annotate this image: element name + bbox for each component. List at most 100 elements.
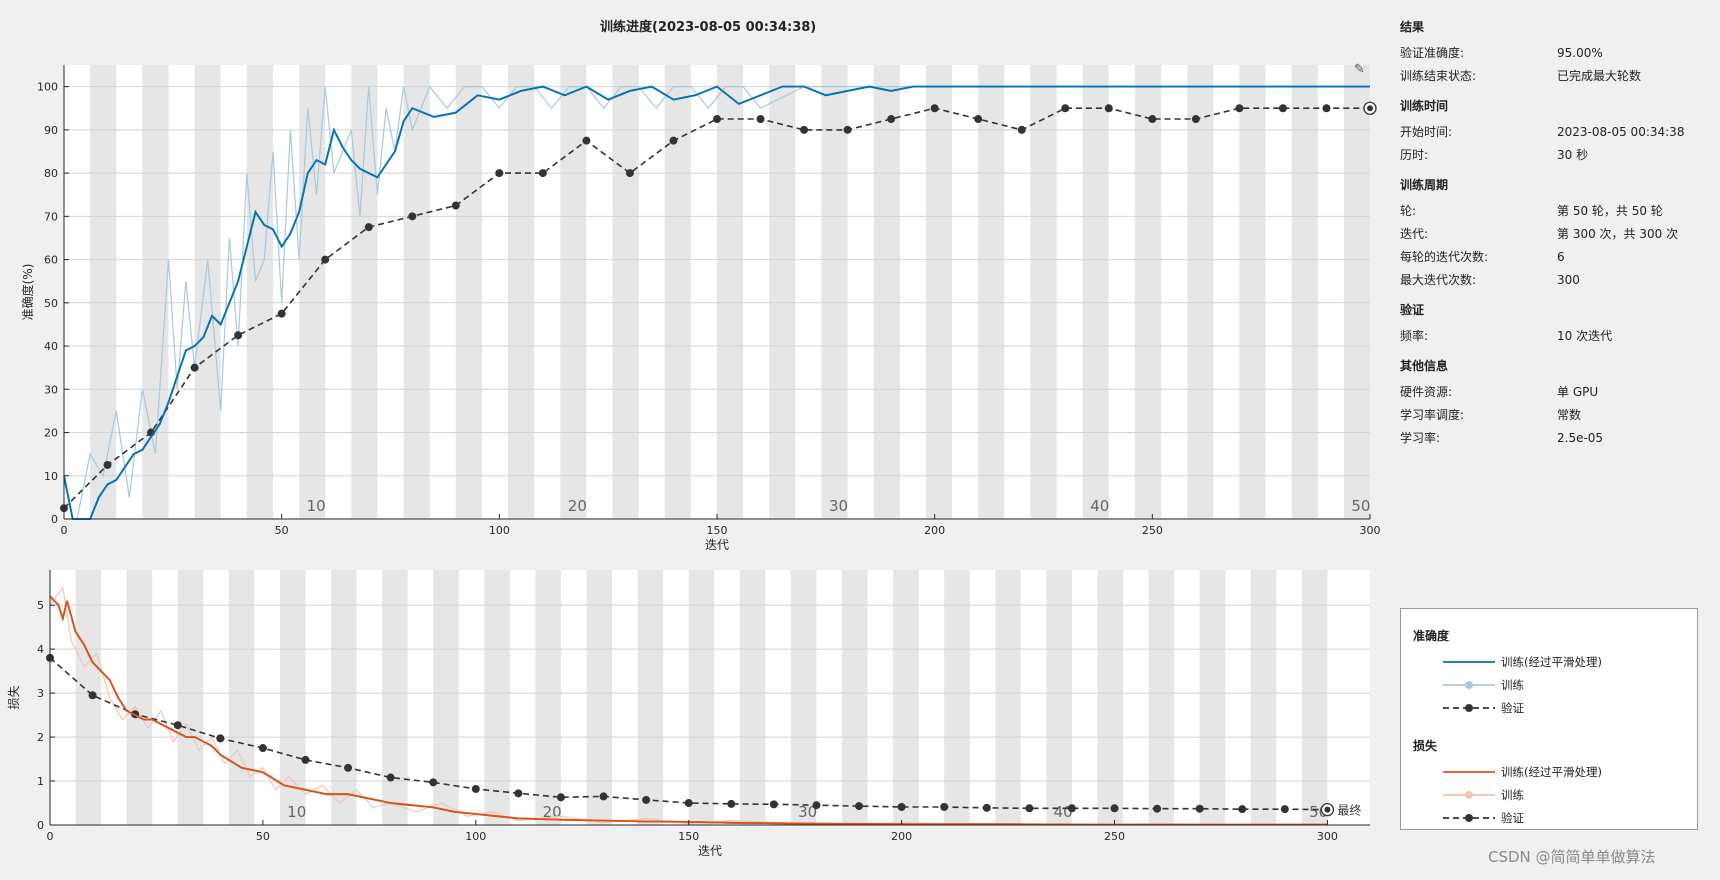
info-key: 学习率调度: bbox=[1400, 408, 1465, 422]
epoch-band bbox=[1030, 65, 1057, 519]
epoch-band bbox=[1291, 65, 1318, 519]
epoch-label: 10 bbox=[287, 803, 306, 821]
info-section-title: 结果 bbox=[1400, 20, 1425, 34]
info-row: 历时: 30 秒 bbox=[1400, 143, 1710, 166]
validation-point bbox=[321, 255, 330, 264]
x-axis-label: 迭代 bbox=[705, 538, 729, 550]
validation-point bbox=[1280, 805, 1289, 814]
validation-point bbox=[471, 784, 480, 793]
validation-point bbox=[1104, 104, 1113, 113]
validation-point bbox=[930, 104, 939, 113]
validation-point bbox=[800, 125, 809, 134]
epoch-band bbox=[769, 65, 796, 519]
validation-point bbox=[642, 795, 651, 804]
validation-point bbox=[514, 789, 523, 798]
legend-item: 训练 bbox=[1401, 673, 1697, 696]
validation-point bbox=[769, 800, 778, 809]
validation-point bbox=[599, 792, 608, 801]
y-tick-label: 3 bbox=[37, 687, 44, 700]
info-value: 第 300 次，共 300 次 bbox=[1557, 227, 1679, 241]
epoch-band bbox=[403, 65, 430, 519]
validation-point bbox=[258, 744, 267, 753]
x-tick-label: 150 bbox=[707, 524, 728, 537]
epoch-label: 40 bbox=[1090, 497, 1109, 515]
validation-point bbox=[1110, 804, 1119, 813]
y-tick-label: 100 bbox=[37, 81, 58, 94]
legend-label: 验证 bbox=[1501, 810, 1524, 825]
series-line-train-smoothed bbox=[63, 85, 1370, 520]
validation-point bbox=[364, 223, 373, 232]
final-marker-dot bbox=[1367, 105, 1373, 112]
y-tick-label: 80 bbox=[44, 167, 58, 180]
legend-item: 训练 bbox=[1401, 783, 1697, 806]
validation-point bbox=[897, 802, 906, 811]
x-tick-label: 0 bbox=[47, 830, 54, 843]
series-line-train-raw bbox=[49, 586, 1328, 826]
y-tick-label: 5 bbox=[37, 599, 44, 612]
epoch-label: 30 bbox=[829, 497, 848, 515]
validation-point bbox=[1067, 804, 1076, 813]
info-value: 300 bbox=[1557, 272, 1580, 287]
validation-point bbox=[88, 691, 97, 700]
legend-label: 验证 bbox=[1501, 700, 1524, 715]
validation-point bbox=[451, 201, 460, 210]
validation-point bbox=[1017, 125, 1026, 134]
x-tick-label: 0 bbox=[61, 524, 68, 537]
epoch-band bbox=[1148, 570, 1175, 825]
validation-point bbox=[582, 136, 591, 145]
validation-point bbox=[277, 309, 286, 318]
legend-swatch bbox=[1443, 703, 1495, 712]
info-row: 学习率调度: 常数 bbox=[1400, 403, 1710, 426]
info-row: 验证准确度: 95.00% bbox=[1400, 41, 1710, 64]
accuracy-chart[interactable]: 1020304050最终0501001502002503000102030405… bbox=[0, 0, 1380, 550]
epoch-band bbox=[1343, 65, 1370, 519]
x-tick-label: 250 bbox=[1104, 830, 1125, 843]
validation-point bbox=[1148, 115, 1157, 124]
chart-title: 训练进度(2023-08-05 00:34:38) bbox=[600, 20, 817, 35]
legend-label: 训练 bbox=[1501, 787, 1524, 802]
epoch-band bbox=[228, 570, 255, 825]
validation-point bbox=[190, 363, 199, 372]
epoch-band bbox=[821, 65, 848, 519]
info-row: 每轮的迭代次数: 6 bbox=[1400, 245, 1710, 268]
info-value: 95.00% bbox=[1557, 45, 1603, 60]
info-value: 6 bbox=[1557, 249, 1565, 264]
info-key: 硬件资源: bbox=[1400, 385, 1453, 399]
validation-point bbox=[855, 802, 864, 811]
epoch-band bbox=[1046, 570, 1072, 825]
x-tick-label: 100 bbox=[489, 524, 510, 537]
epoch-band bbox=[279, 570, 306, 825]
legend-item: 验证 bbox=[1401, 806, 1697, 829]
info-row: 最大迭代次数: 300 bbox=[1400, 268, 1710, 291]
epoch-band bbox=[331, 570, 357, 825]
x-tick-label: 200 bbox=[924, 524, 945, 537]
epoch-band bbox=[455, 65, 482, 519]
epoch-band bbox=[717, 65, 744, 519]
info-section-title: 训练时间 bbox=[1400, 99, 1449, 113]
epoch-band bbox=[978, 65, 1005, 519]
info-value: 2023-08-05 00:34:38 bbox=[1557, 124, 1685, 139]
validation-point bbox=[974, 115, 983, 124]
validation-point bbox=[301, 755, 310, 764]
y-tick-label: 2 bbox=[37, 731, 44, 744]
info-row: 频率: 10 次迭代 bbox=[1400, 324, 1710, 347]
legend-swatch bbox=[1443, 680, 1495, 689]
epoch-band bbox=[925, 65, 953, 519]
info-section-title: 验证 bbox=[1400, 303, 1425, 317]
y-tick-label: 0 bbox=[51, 513, 58, 526]
y-axis-label: 损失 bbox=[6, 685, 21, 709]
epoch-band bbox=[637, 570, 664, 825]
validation-point bbox=[887, 115, 896, 124]
legend-swatch bbox=[1443, 660, 1495, 663]
export-icon[interactable]: ✎ bbox=[1354, 62, 1365, 77]
epoch-band bbox=[382, 570, 408, 825]
info-section-title: 其他信息 bbox=[1400, 359, 1449, 373]
info-key: 开始时间: bbox=[1400, 125, 1453, 139]
epoch-label: 20 bbox=[568, 497, 587, 515]
y-tick-label: 20 bbox=[44, 427, 58, 440]
series-line-train-smoothed bbox=[49, 595, 1328, 826]
epoch-band bbox=[1239, 65, 1266, 519]
validation-point bbox=[386, 773, 395, 782]
legend-item: 验证 bbox=[1401, 696, 1697, 719]
